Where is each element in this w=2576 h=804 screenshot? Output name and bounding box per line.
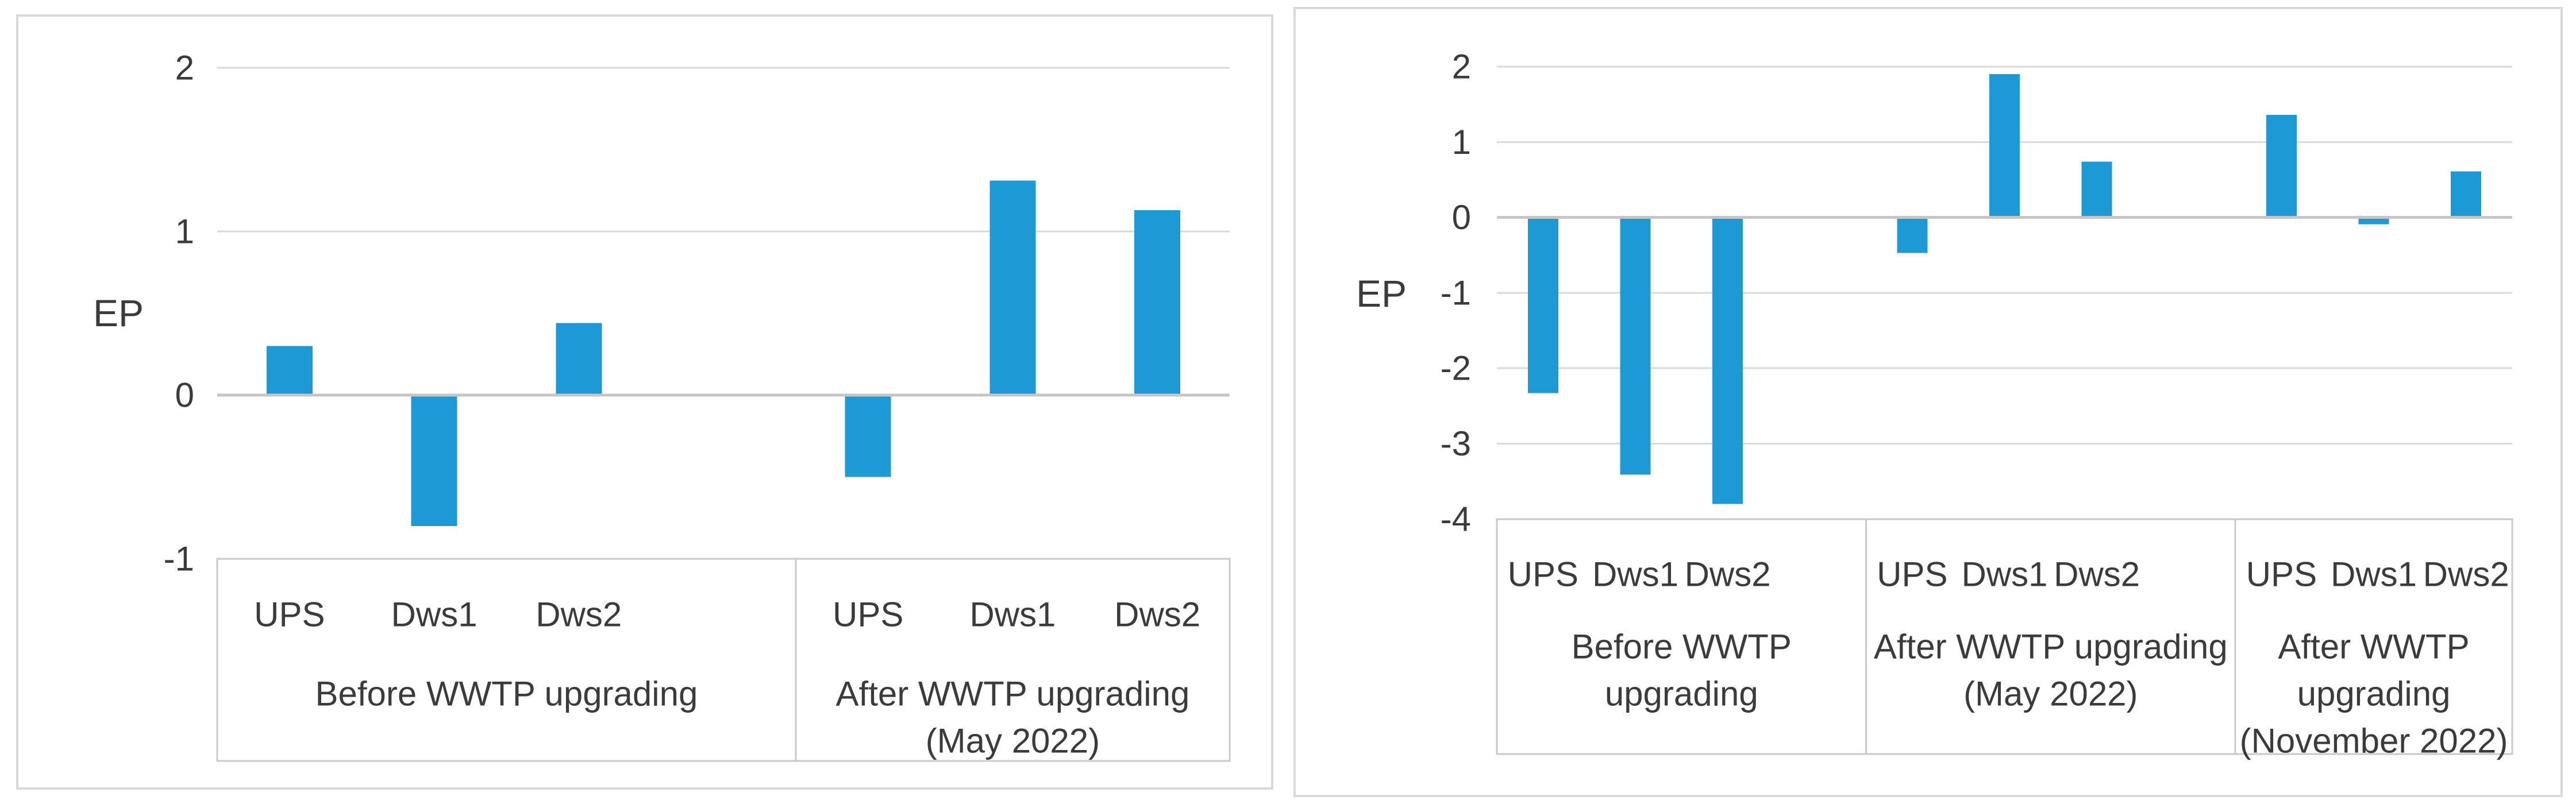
category-label: Dws2 [536,596,622,634]
category-label: Dws1 [391,596,478,634]
category-label: UPS [2246,555,2317,594]
group-label: (May 2022) [926,722,1100,760]
y-tick-label: -1 [1441,273,1471,312]
group-label: (May 2022) [1963,675,2138,713]
category-label: Dws1 [2331,555,2417,594]
y-tick-label: -2 [1441,349,1471,388]
category-label: Dws2 [1114,596,1200,634]
bar [556,323,602,395]
y-tick-label: 0 [175,376,194,415]
category-box [1496,518,2513,755]
y-tick-label: -4 [1441,500,1471,538]
ep-axis-label: EP [1356,272,1407,315]
group-label: After WWTP upgrading [836,675,1190,713]
y-tick-label: 2 [1452,48,1471,86]
group-label: upgrading [2297,675,2451,713]
bar [1527,217,1558,393]
panel-border [1293,7,2563,797]
category-label: UPS [1877,555,1947,594]
ep-axis-label: EP [93,292,144,334]
group-label: After WWTP [2278,628,2469,666]
category-label: Dws1 [969,596,1056,634]
category-label: Dws2 [2423,555,2509,594]
bar [845,395,891,477]
y-tick-label: -3 [1441,424,1471,463]
y-tick-label: 2 [175,49,194,87]
bar [1134,210,1181,395]
y-tick-label: 1 [175,212,194,251]
group-label: upgrading [1605,675,1758,713]
bar [1897,217,1928,253]
category-label: Dws1 [1592,555,1678,594]
bar [1712,217,1743,504]
bar [2358,217,2389,225]
group-label: After WWTP upgrading [1874,628,2228,666]
group-label: (November 2022) [2240,722,2508,760]
category-label: UPS [1508,555,1578,594]
category-label: UPS [833,596,903,634]
category-label: Dws1 [1961,555,2047,594]
bar [2266,115,2297,218]
bar [1620,217,1651,475]
category-box [216,558,1231,762]
category-label: Dws2 [2054,555,2140,594]
category-label: UPS [254,596,325,634]
y-tick-label: -1 [164,540,194,578]
y-tick-label: 1 [1452,123,1471,161]
panel-border [16,14,1273,790]
group-label: Before WWTP upgrading [315,675,698,713]
bar [2081,161,2112,218]
bar [1989,74,2020,218]
group-label: Before WWTP [1572,628,1792,666]
category-label: Dws2 [1685,555,1771,594]
bar [989,180,1036,395]
bar [266,346,313,395]
bar [2451,171,2482,218]
bar [411,395,457,526]
y-tick-label: 0 [1452,198,1471,237]
